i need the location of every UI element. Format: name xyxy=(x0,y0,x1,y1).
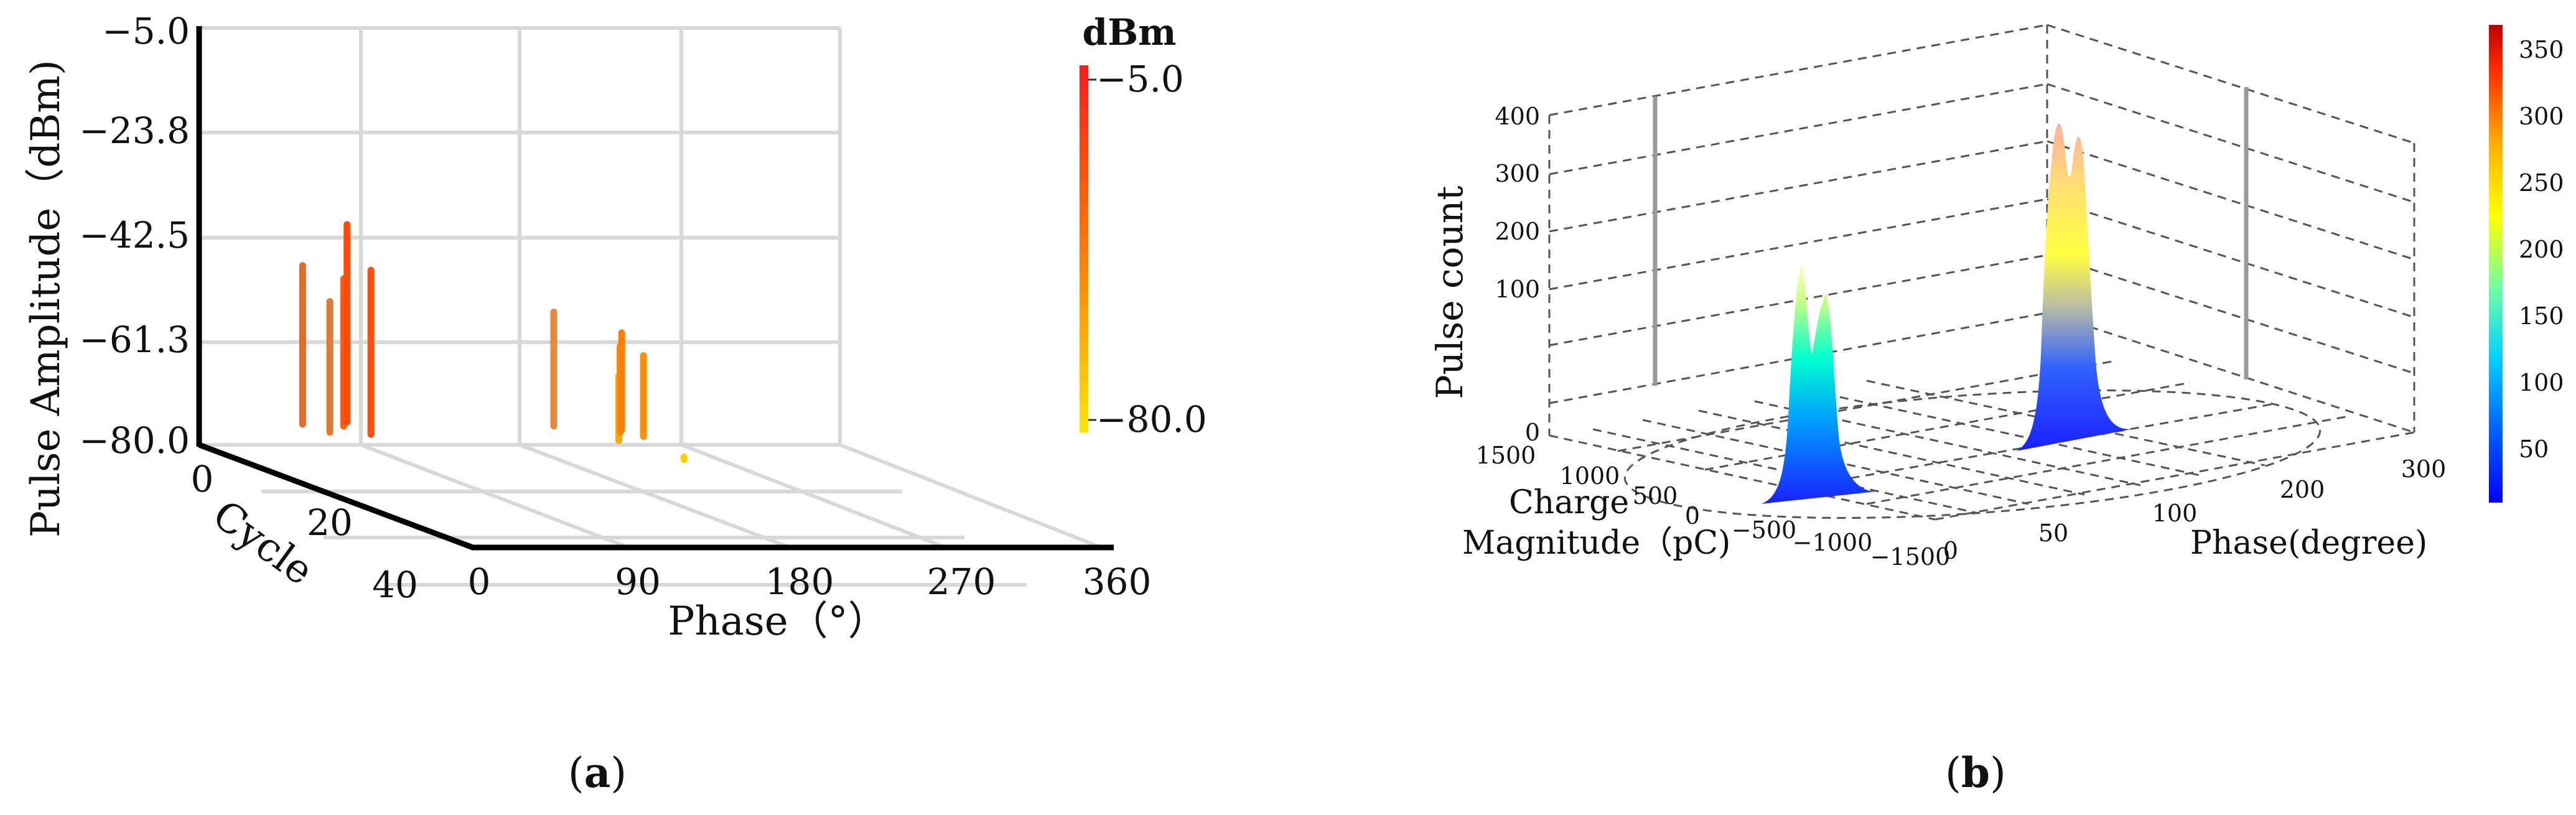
panel-b-label: (b) xyxy=(1945,748,2006,797)
panel-a-floor-grid xyxy=(199,443,1103,587)
charge-tick-label: 1500 xyxy=(1476,442,1536,469)
panel-b-peak-large xyxy=(2016,123,2131,451)
panel-a-colorbar: dBm −5.0 −80.0 xyxy=(1080,11,1207,440)
z-tick-label: 0 xyxy=(1525,419,1540,446)
phase-tick-label: 200 xyxy=(2280,476,2325,503)
panel-a: −5.0 −23.8 −42.5 −61.3 −80.0 0 20 40 0 9… xyxy=(23,10,1207,797)
charge-tick-label: 1000 xyxy=(1560,462,1620,490)
phase-tick-label: 270 xyxy=(927,561,996,603)
panel-b-back-grid xyxy=(1548,24,2415,435)
colorbar-b-tick-label: 50 xyxy=(2519,435,2549,463)
phase-tick-label: 90 xyxy=(615,561,661,603)
z-tick-label: 200 xyxy=(1495,218,1540,245)
cycle-tick-label: 20 xyxy=(307,501,353,544)
colorbar-b-tick-label: 250 xyxy=(2519,169,2564,197)
colorbar-b-tick-label: 300 xyxy=(2519,103,2564,130)
panel-b-colorbar: 350 300 250 200 150 100 50 xyxy=(2489,25,2564,503)
colorbar-b-tick-label: 350 xyxy=(2519,36,2564,63)
colorbar-b-tick-label: 150 xyxy=(2519,302,2564,330)
panel-b-z-ticks: 400 300 200 100 0 xyxy=(1495,103,1540,446)
charge-tick-label: 0 xyxy=(1685,502,1700,529)
panel-a-stems xyxy=(299,221,688,463)
panel-a-y-ticks: −5.0 −23.8 −42.5 −61.3 −80.0 xyxy=(79,10,190,462)
charge-tick-label: −500 xyxy=(1732,516,1796,544)
y-tick-label: −80.0 xyxy=(79,419,190,462)
y-tick-label: −61.3 xyxy=(79,319,190,361)
charge-tick-label: −1000 xyxy=(1793,529,1873,556)
panel-a-xlabel: Phase（°） xyxy=(668,598,887,645)
panel-a-back-grid xyxy=(199,26,842,445)
colorbar-b-tick-label: 200 xyxy=(2519,236,2564,263)
panel-b-xlabel: Phase(degree) xyxy=(2190,524,2427,562)
colorbar-a-min-label: −80.0 xyxy=(1096,398,1207,440)
panel-a-cycle-axis xyxy=(198,442,474,551)
colorbar-b-bar xyxy=(2489,25,2503,503)
panel-b: 400 300 200 100 0 1500 1000 500 0 −500 −… xyxy=(1429,24,2564,797)
panel-b-ylabel-line1: Charge xyxy=(1509,484,1629,521)
phase-tick-label: 0 xyxy=(468,561,491,603)
panel-a-label: (a) xyxy=(568,748,627,797)
panel-b-peak-small xyxy=(1761,261,1876,504)
panel-a-cycle-label: Cycle xyxy=(204,491,322,594)
panel-b-floor-ellipse xyxy=(1623,389,2322,519)
charge-tick-label: −1500 xyxy=(1870,543,1951,570)
z-tick-label: 300 xyxy=(1495,160,1540,187)
colorbar-a-title: dBm xyxy=(1083,11,1177,54)
phase-tick-label: 300 xyxy=(2401,455,2447,483)
y-tick-label: −23.8 xyxy=(79,109,190,152)
panel-a-cycle-ticks: 0 20 40 xyxy=(191,458,418,606)
cycle-tick-label: 40 xyxy=(372,564,418,606)
cycle-tick-label: 0 xyxy=(191,458,214,500)
phase-tick-label: 360 xyxy=(1083,561,1152,603)
panel-a-ylabel: Pulse Amplitude（dBm) xyxy=(23,60,69,538)
panel-b-zlabel: Pulse count xyxy=(1429,186,1471,399)
phase-tick-label: 100 xyxy=(2152,500,2198,527)
z-tick-label: 400 xyxy=(1495,103,1540,130)
z-tick-label: 100 xyxy=(1495,276,1540,303)
y-tick-label: −42.5 xyxy=(79,214,190,256)
colorbar-b-tick-label: 100 xyxy=(2519,369,2564,396)
panel-b-phase-ticks: 0 50 100 200 300 xyxy=(1943,455,2446,564)
colorbar-a-max-label: −5.0 xyxy=(1096,58,1184,100)
panel-b-charge-ticks: 1500 1000 500 0 −500 −1000 −1500 xyxy=(1476,442,1951,570)
colorbar-a-bar xyxy=(1080,65,1088,432)
panel-a-phase-ticks: 0 90 180 270 360 xyxy=(468,561,1152,603)
panel-b-floor-grid xyxy=(1549,360,2415,521)
phase-tick-label: 0 xyxy=(1943,537,1958,564)
phase-tick-label: 180 xyxy=(765,561,834,603)
y-tick-label: −5.0 xyxy=(102,10,190,52)
panel-b-surface xyxy=(1761,123,2131,504)
charge-tick-label: 500 xyxy=(1633,482,1678,510)
panel-b-ylabel-line2: Magnitude（pC) xyxy=(1462,524,1730,562)
phase-tick-label: 50 xyxy=(2038,519,2068,547)
